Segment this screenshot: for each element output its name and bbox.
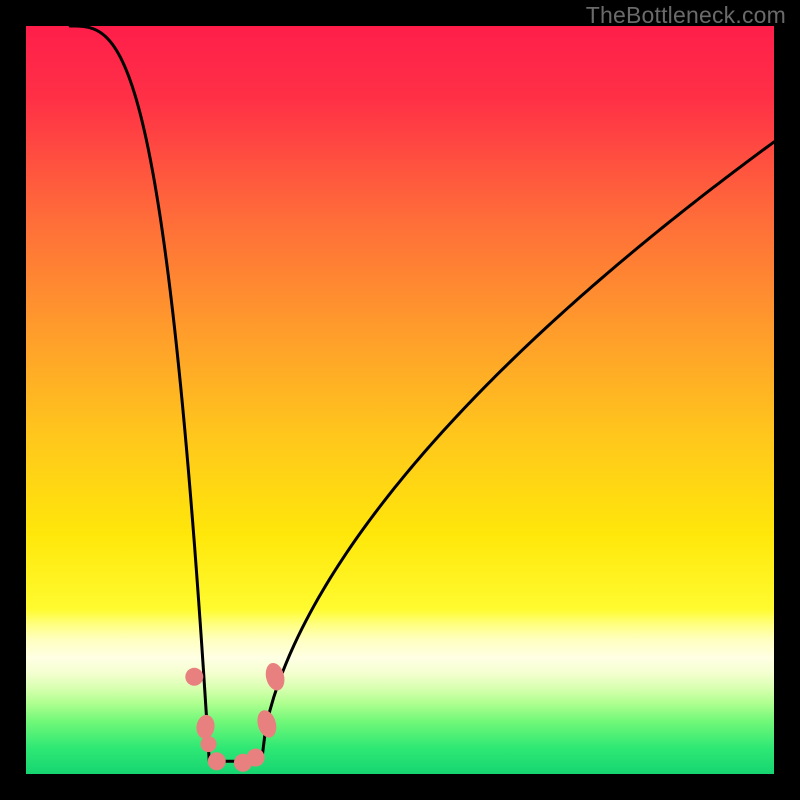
curve-marker [185, 668, 203, 686]
curve-marker [201, 736, 217, 752]
bottleneck-chart [0, 0, 800, 800]
gradient-background [26, 26, 774, 774]
watermark-text: TheBottleneck.com [586, 2, 786, 29]
curve-marker [247, 749, 265, 767]
curve-marker [208, 752, 226, 770]
chart-wrapper: TheBottleneck.com [0, 0, 800, 800]
